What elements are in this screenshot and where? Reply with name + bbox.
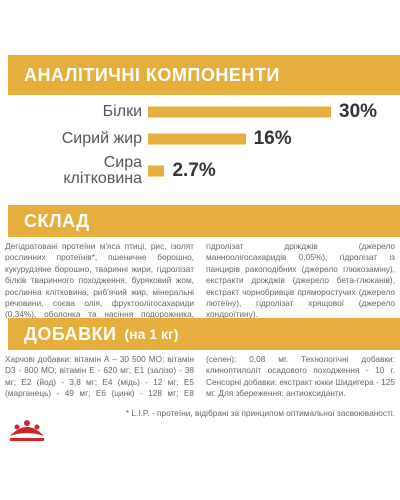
composition-text: Дегідратовані протеїни м'яса птиці, рис,…: [5, 241, 395, 320]
footnote: * L.I.P. - протеїни, відібрані за принци…: [125, 408, 395, 418]
section-banner: СКЛАД: [8, 205, 400, 237]
value-label: 2.7%: [172, 160, 216, 181]
bar-row: Сирий жир 16%: [0, 127, 400, 151]
bar-row: Білки 30%: [0, 100, 400, 124]
bar: [148, 106, 331, 118]
section-banner: ДОБАВКИ (на 1 кг): [8, 318, 400, 350]
value-label: 16%: [253, 128, 292, 149]
category-label: Сирий жир: [61, 130, 142, 147]
bar: [148, 165, 165, 177]
section-banner: АНАЛІТИЧНІ КОМПОНЕНТИ: [8, 55, 400, 95]
chart: Білки 30% Сирий жир 16% Сира клітковина 2.7%: [0, 100, 400, 191]
bar: [148, 133, 246, 145]
value-label: 30%: [339, 101, 378, 122]
logo: [10, 420, 44, 441]
section-title: СКЛАД: [24, 210, 90, 231]
section-subtitle: (на 1 кг): [124, 326, 179, 342]
additives-text: Харчові добавки: вітамін А – 30 500 МО; …: [5, 354, 395, 399]
category-label: Сира клітковина: [63, 154, 142, 187]
chart-title: АНАЛІТИЧНІ КОМПОНЕНТИ: [24, 64, 280, 85]
bar-row: Сира клітковина 2.7%: [0, 154, 400, 188]
section-title: ДОБАВКИ: [24, 323, 117, 344]
category-label: Білки: [102, 103, 142, 120]
